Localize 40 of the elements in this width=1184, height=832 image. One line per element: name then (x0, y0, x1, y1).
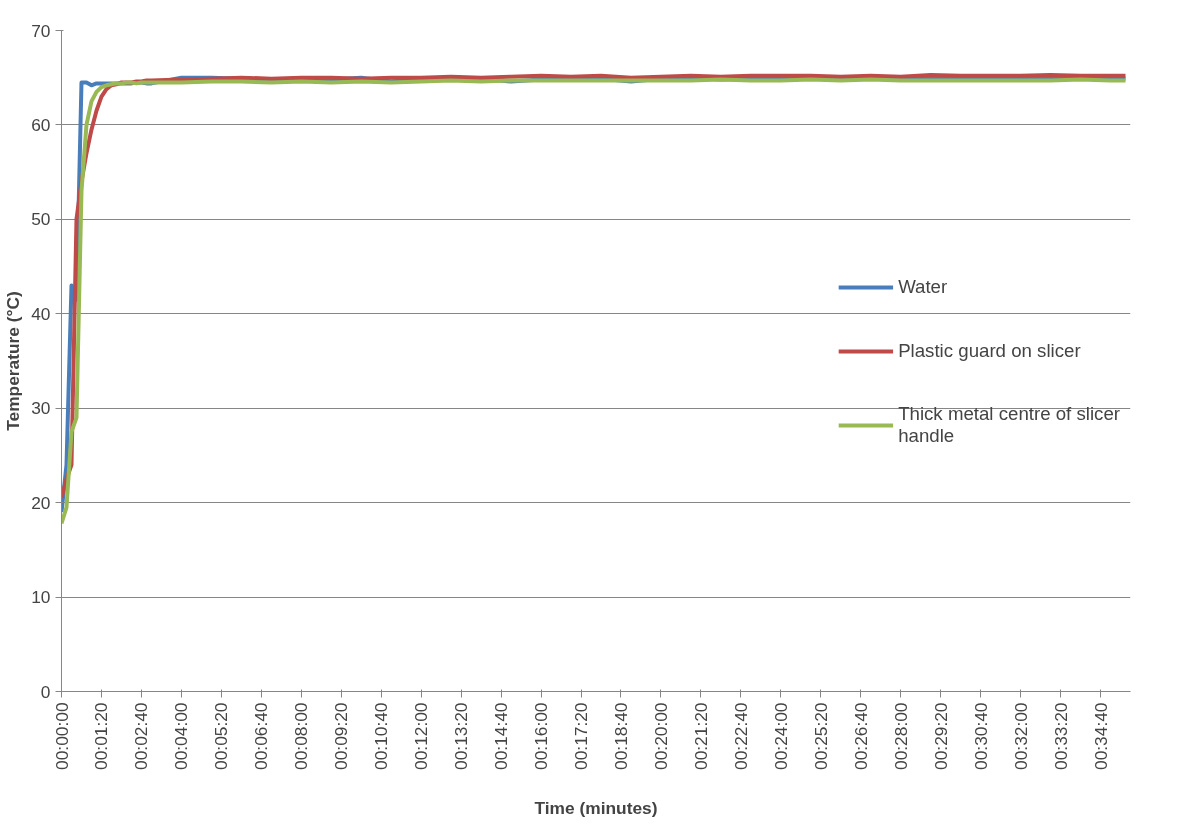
x-tick-label: 00:34:40 (1090, 702, 1111, 770)
x-tick-label: 00:25:20 (810, 702, 831, 770)
legend-label: Water (898, 274, 948, 299)
x-tick-label: 00:10:40 (371, 702, 392, 770)
x-tick-label: 00:20:00 (650, 702, 671, 770)
y-tick-label: 10 (31, 587, 51, 608)
x-tick-label: 00:22:40 (730, 702, 751, 770)
x-tick-label: 00:14:40 (491, 702, 512, 770)
y-tick-label: 20 (31, 492, 51, 513)
x-tick-label: 00:02:40 (131, 702, 152, 770)
x-tick-label: 00:33:20 (1050, 702, 1071, 770)
x-tick-label: 00:26:40 (850, 702, 871, 770)
x-tick-label: 00:24:00 (770, 702, 791, 770)
x-tick-label: 00:04:00 (171, 702, 192, 770)
x-tick-label: 00:29:20 (930, 702, 951, 770)
y-tick-label: 40 (31, 303, 51, 324)
x-tick-label: 00:00:00 (51, 702, 72, 770)
x-axis-title: Time (minutes) (534, 797, 658, 818)
x-tick-label: 00:06:40 (251, 702, 272, 770)
x-tick-label: 00:05:20 (211, 702, 232, 770)
x-tick-label: 00:28:00 (890, 702, 911, 770)
x-tick-label: 00:32:00 (1010, 702, 1031, 770)
x-tick-label: 00:16:00 (531, 702, 552, 770)
x-tick-label: 00:30:40 (970, 702, 991, 770)
y-tick-label: 70 (31, 20, 51, 41)
y-axis-title: Temperature (°C) (3, 291, 24, 431)
y-tick-label: 0 (40, 681, 51, 702)
x-tick-label: 00:18:40 (610, 702, 631, 770)
x-tick-label: 00:21:20 (690, 702, 711, 770)
y-tick-label: 60 (31, 114, 51, 135)
x-tick-label: 00:13:20 (451, 702, 472, 770)
x-tick-label: 00:12:00 (411, 702, 432, 770)
legend-label: Plastic guard on slicer (898, 338, 1081, 363)
x-tick-label: 00:09:20 (331, 702, 352, 770)
x-tick-label: 00:01:20 (91, 702, 112, 770)
x-tick-label: 00:08:00 (291, 702, 312, 770)
legend-label: Thick metal centre of slicer handle (898, 402, 1120, 447)
y-tick-label: 30 (31, 398, 51, 419)
x-tick-label: 00:17:20 (571, 702, 592, 770)
y-tick-label: 50 (31, 209, 51, 230)
